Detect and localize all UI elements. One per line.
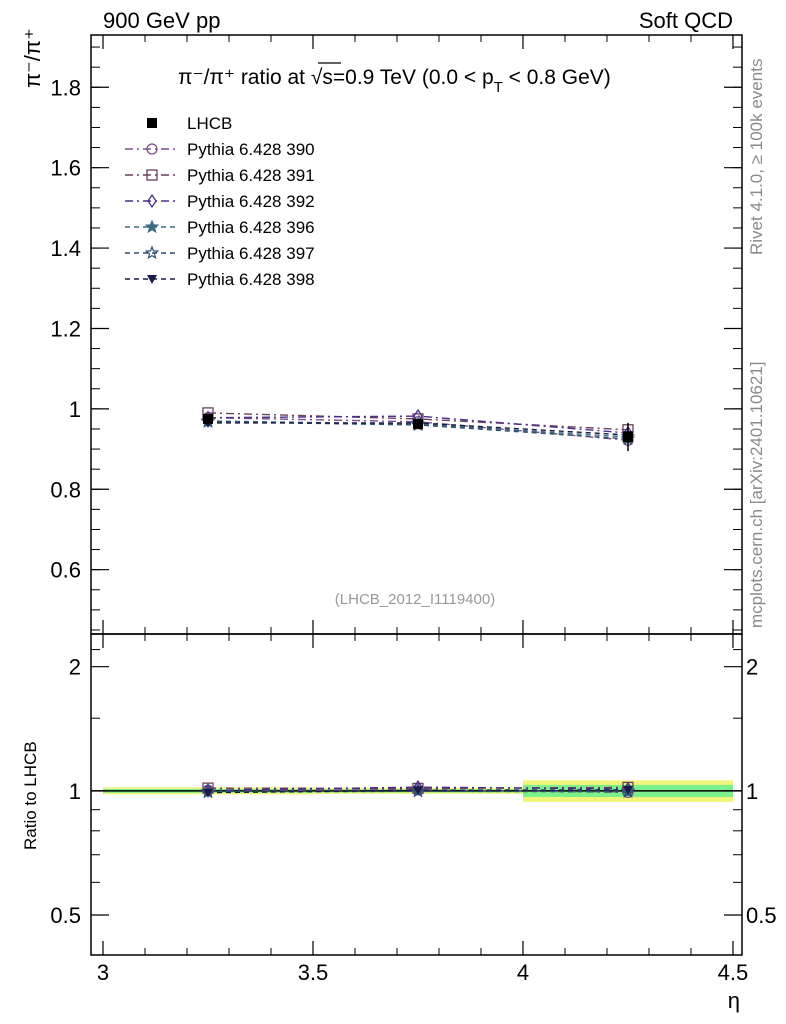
legend-marker — [147, 193, 157, 209]
analysis-watermark: (LHCB_2012_I1119400) — [335, 591, 495, 608]
ratio-y-axis-label: Ratio to LHCB — [21, 741, 40, 850]
series-marker-ratio — [202, 788, 213, 798]
y-tick-label: 1.2 — [50, 316, 81, 341]
x-tick-label: 3 — [97, 960, 109, 985]
legend-label: Pythia 6.428 397 — [187, 244, 315, 263]
legend-marker — [144, 245, 160, 260]
markers — [200, 407, 636, 799]
y-tick-label: 1.4 — [50, 236, 81, 261]
series-marker-ratio — [412, 786, 423, 796]
ratio-y-tick-label-right: 1 — [746, 779, 758, 804]
y-tick-label: 0.8 — [50, 477, 81, 502]
legend-label: Pythia 6.428 390 — [187, 140, 315, 159]
series-line-ratio — [207, 786, 628, 790]
x-axis-label: η — [728, 988, 740, 1013]
rivet-label: Rivet 4.1.0, ≥ 100k events — [747, 59, 766, 255]
legend-label: Pythia 6.428 398 — [187, 270, 315, 289]
legend-label: Pythia 6.428 396 — [187, 218, 315, 237]
legend-marker — [144, 219, 160, 234]
title-sqrt: √ — [311, 66, 323, 89]
y-tick-label: 0.6 — [50, 558, 81, 583]
legend-marker — [146, 143, 158, 155]
ratio-y-tick-label: 0.5 — [50, 903, 81, 928]
ratio-y-tick-label-right: 2 — [746, 655, 758, 680]
data-point — [622, 432, 633, 443]
header-right: Soft QCD — [639, 8, 733, 33]
chart-title: π⁻/π⁺ ratio at √s=0.9 TeV (0.0 < pT < 0.… — [178, 66, 611, 96]
title-sub: T — [494, 79, 503, 96]
legend-label-data: LHCB — [187, 114, 232, 133]
legend-label: Pythia 6.428 392 — [187, 192, 315, 211]
legend: LHCB Pythia 6.428 390 Pythia 6.428 391 Pyth… — [125, 114, 315, 289]
data-point — [202, 413, 213, 424]
title-s: s=0.9 TeV (0.0 < p — [322, 66, 493, 89]
ratio-y-tick-label: 2 — [69, 655, 81, 680]
ratio-frame — [90, 633, 743, 956]
legend-marker — [146, 169, 158, 181]
x-tick-label: 4.5 — [718, 960, 749, 985]
y-tick-label: 1 — [69, 397, 81, 422]
mcplots-label: mcplots.cern.ch [arXiv:2401.10621] — [747, 362, 766, 628]
x-tick-label: 4 — [517, 960, 529, 985]
legend-marker-data — [147, 118, 157, 128]
ratio-y-tick-label: 1 — [69, 779, 81, 804]
title-tail: < 0.8 GeV) — [503, 66, 611, 89]
y-tick-label: 1.8 — [50, 75, 81, 100]
series-marker-ratio — [622, 785, 633, 795]
data-point — [412, 419, 423, 430]
title-main: π⁻/π⁺ ratio at — [178, 66, 311, 89]
y-tick-label: 1.6 — [50, 156, 81, 181]
x-tick-label: 3.5 — [298, 960, 329, 985]
axes: 3 3.5 4 4.5 0.6 0.8 1 1.2 1.4 1.6 1.8 0.5 0.5 1 1 2 2 — [50, 34, 777, 985]
series-line-ratio — [207, 789, 628, 794]
legend-label: Pythia 6.428 391 — [187, 166, 315, 185]
header-left: 900 GeV pp — [103, 8, 220, 33]
y-axis-label: π⁻/π⁺ — [20, 28, 45, 88]
legend-marker — [147, 275, 157, 284]
ratio-y-tick-label-right: 0.5 — [746, 903, 777, 928]
